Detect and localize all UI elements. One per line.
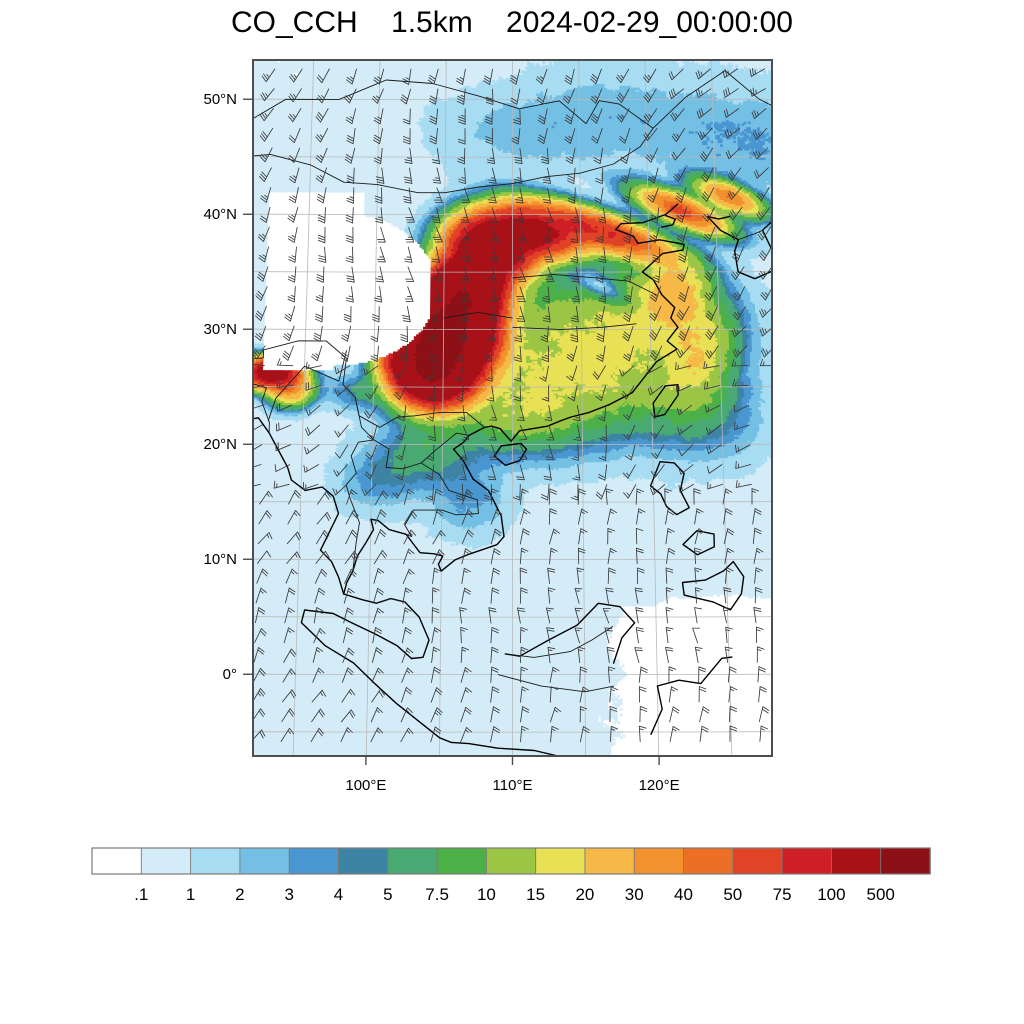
colorbar-tick-label: 3	[284, 885, 293, 904]
x-axis-tick-label: 110°E	[493, 777, 533, 794]
colorbar-swatch	[338, 848, 388, 874]
y-axis-tick-label: 50°N	[203, 91, 237, 108]
colorbar-swatch	[585, 848, 635, 874]
colorbar-swatch	[191, 848, 241, 874]
colorbar-swatch	[92, 848, 142, 874]
y-axis-tick-label: 40°N	[203, 206, 237, 223]
colorbar-tick-label: 100	[817, 885, 845, 904]
colorbar-swatch	[141, 848, 191, 874]
colorbar-tick-label: 75	[773, 885, 792, 904]
colorbar-tick-label: 30	[625, 885, 644, 904]
colorbar-swatch	[289, 848, 339, 874]
colorbar-swatch	[831, 848, 881, 874]
y-axis-tick-label: 20°N	[203, 436, 237, 453]
colorbar-tick-label: .1	[134, 885, 148, 904]
colorbar-tick-label: 5	[383, 885, 392, 904]
colorbar-tick-label: 7.5	[425, 885, 449, 904]
colorbar-tick-label: 40	[674, 885, 693, 904]
colorbar-swatch	[388, 848, 438, 874]
concentration-field	[239, 44, 789, 770]
colorbar-swatch	[881, 848, 931, 874]
colorbar-swatch	[437, 848, 487, 874]
colorbar-swatch	[240, 848, 290, 874]
colorbar-swatch	[733, 848, 783, 874]
colorbar-swatch	[684, 848, 734, 874]
colorbar: .1 1 2 3 4 5 7.5 10 15 20 30 40 50 75 100 500	[92, 848, 930, 904]
colorbar-swatch	[536, 848, 586, 874]
colorbar-tick-label: 500	[867, 885, 895, 904]
colorbar-tick-label: 15	[526, 885, 545, 904]
colorbar-tick-label: 50	[723, 885, 742, 904]
colorbar-tick-label: 10	[477, 885, 496, 904]
x-axis-tick-label: 120°E	[639, 777, 680, 794]
y-axis-tick-label: 30°N	[203, 321, 237, 338]
colorbar-swatch	[782, 848, 832, 874]
colorbar-tick-label: 1	[186, 885, 195, 904]
y-axis-tick-label: 0°	[223, 666, 237, 683]
colorbar-tick-label: 4	[334, 885, 343, 904]
y-axis-tick-label: 10°N	[203, 551, 237, 568]
colorbar-swatch	[486, 848, 536, 874]
colorbar-tick-label: 20	[575, 885, 594, 904]
colorbar-swatch	[634, 848, 684, 874]
x-axis-tick-label: 100°E	[345, 777, 386, 794]
colorbar-tick-label: 2	[235, 885, 244, 904]
